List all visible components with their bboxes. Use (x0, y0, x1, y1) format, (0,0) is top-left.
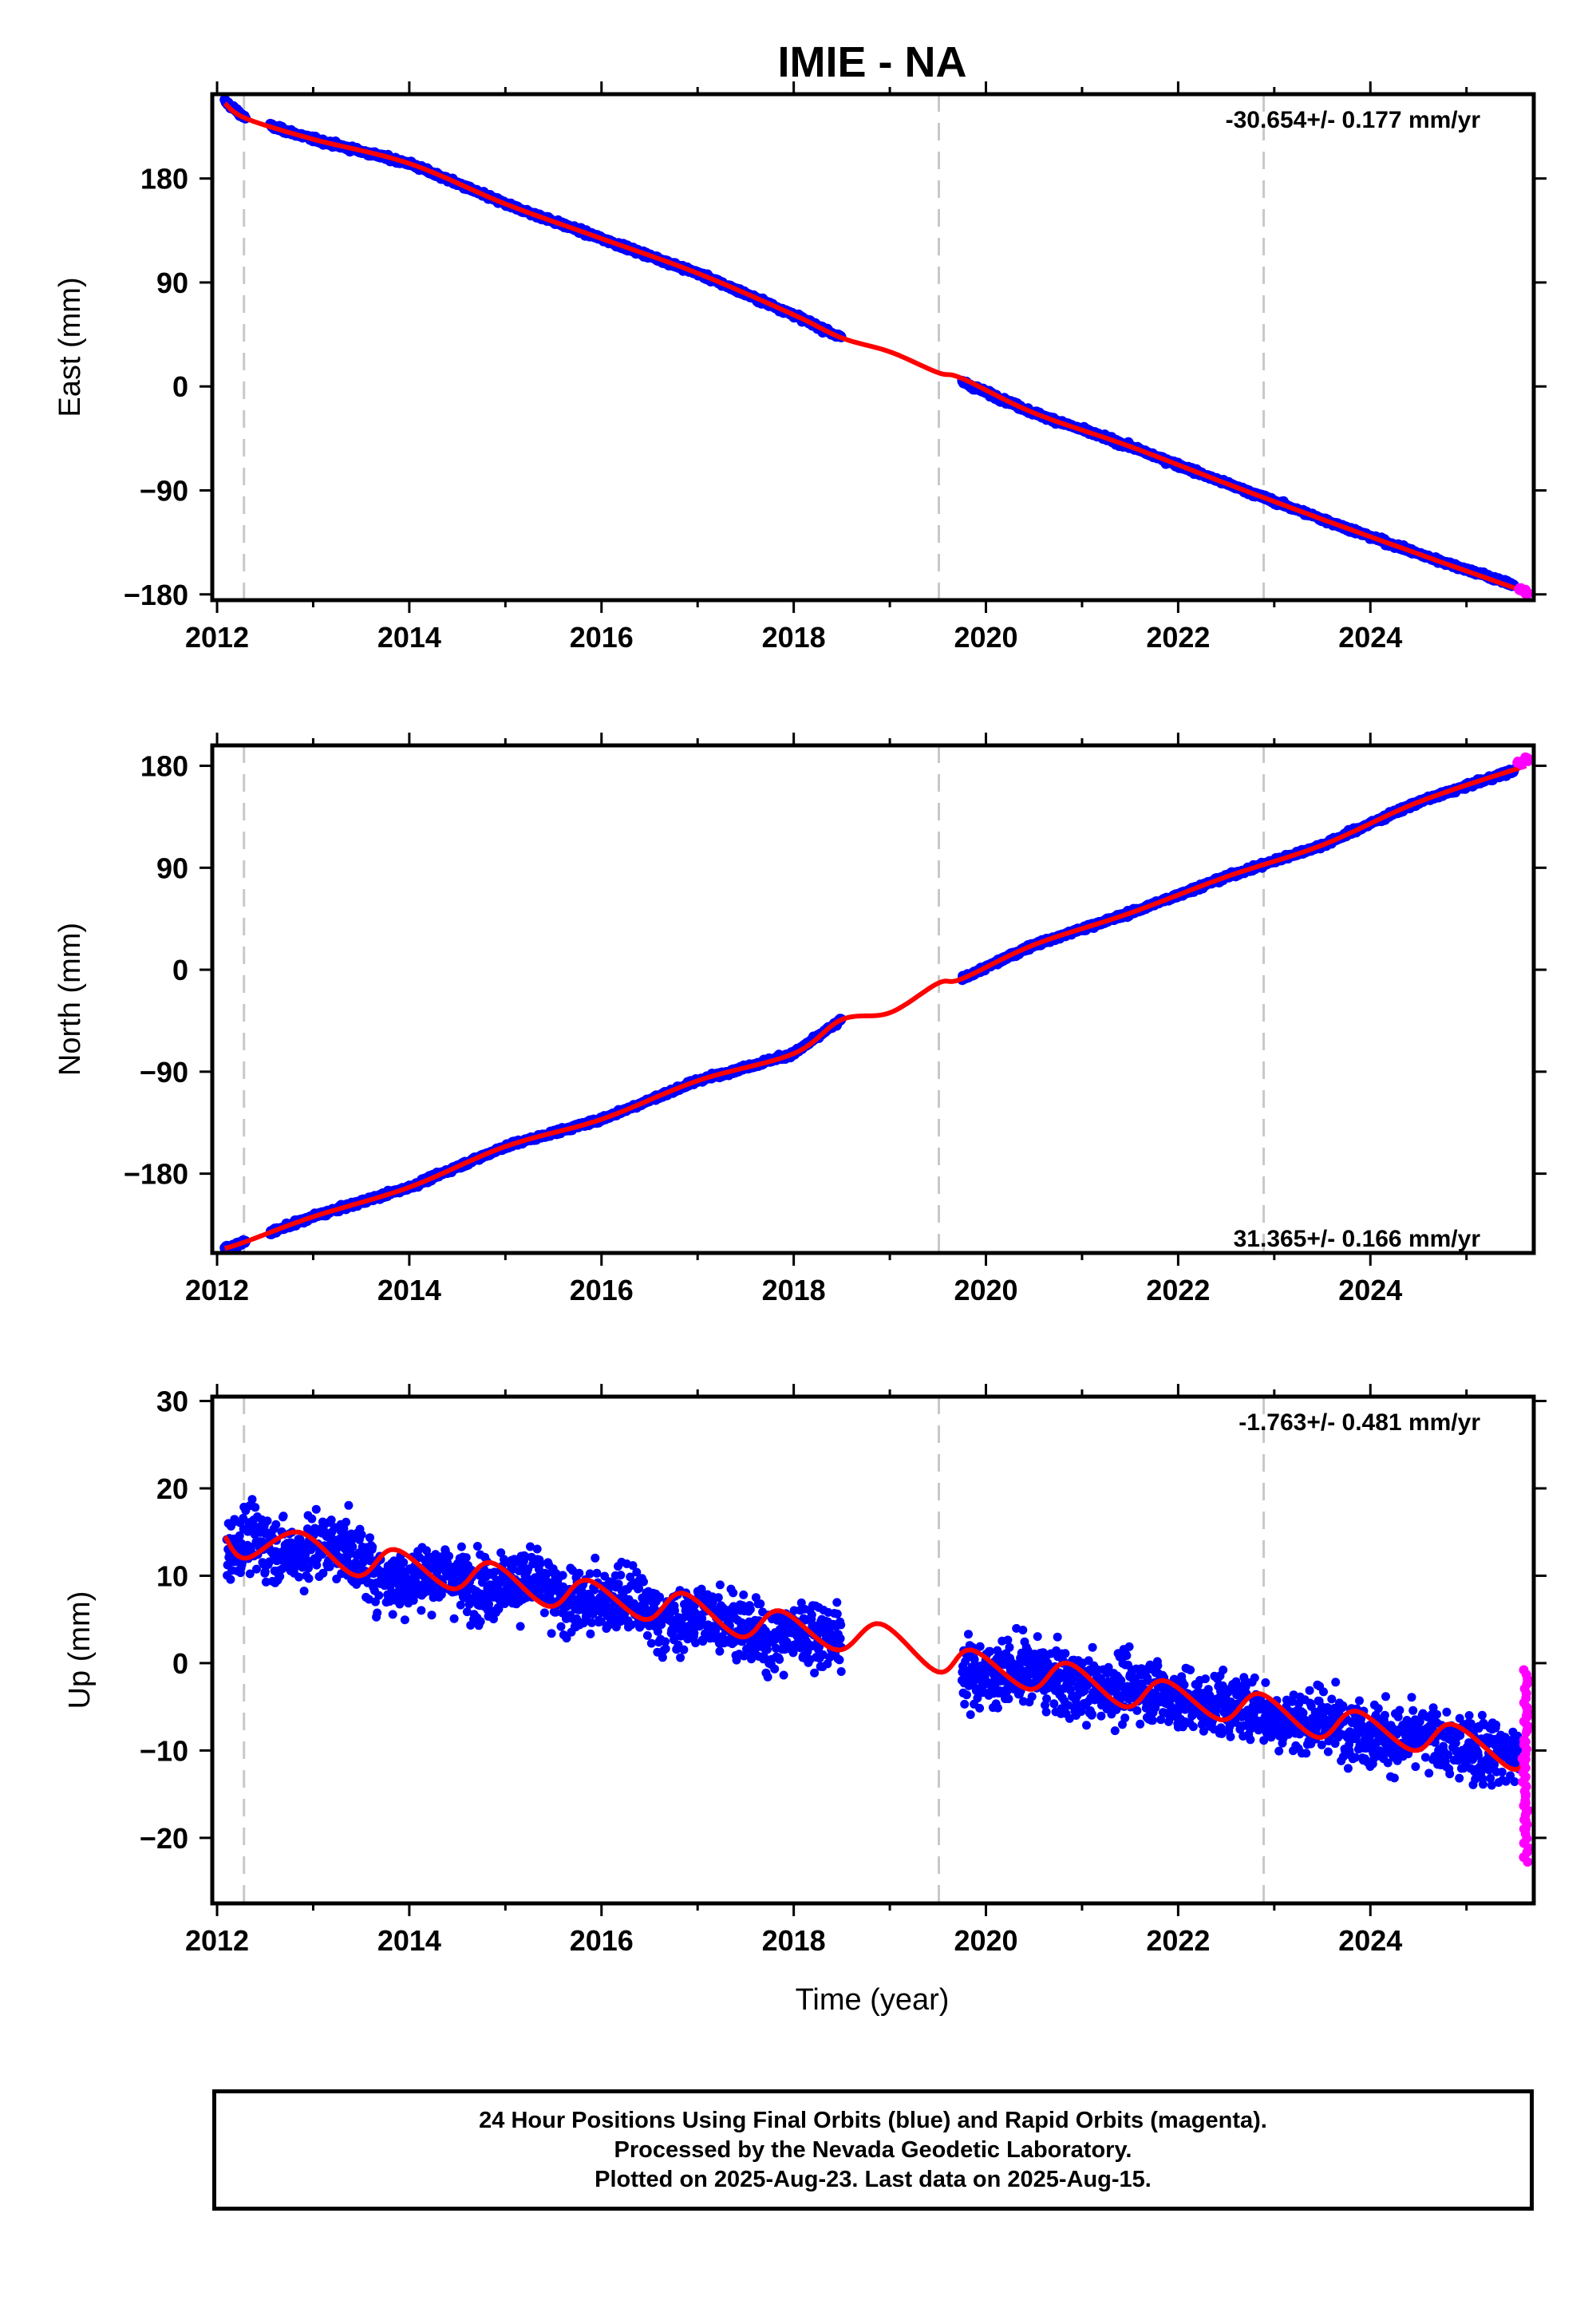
y-tick-label: 90 (156, 267, 188, 299)
y-tick-label: −90 (140, 1056, 188, 1089)
panel-east: 2012 2014 2016 2018 2020 2022 2024 −180 −90 0 90 18… (53, 81, 1547, 654)
north-final-points (219, 764, 1519, 1255)
x-tick-label: 2024 (1338, 621, 1402, 654)
chart-title: IMIE - NA (778, 38, 967, 86)
final-orbit-point (275, 1571, 285, 1581)
x-tick-label: 2020 (954, 621, 1017, 654)
final-orbit-point (271, 1520, 281, 1529)
final-orbit-point (591, 1553, 600, 1563)
x-tick-label: 2012 (185, 1274, 249, 1306)
final-orbit-point (344, 1500, 354, 1510)
north-axis-label: North (mm) (53, 923, 87, 1076)
y-tick-label: 0 (172, 370, 188, 403)
final-orbit-point (304, 1574, 314, 1583)
final-orbit-point (251, 1503, 260, 1512)
panel-up: 2012 2014 2016 2018 2020 2022 2024−20−10010203… (63, 1384, 1547, 1957)
final-orbit-point (348, 1542, 358, 1551)
final-orbit-point (279, 1512, 288, 1521)
up-final-points (222, 1495, 1523, 1790)
final-orbit-point (263, 1516, 272, 1526)
x-tick-label: 2016 (570, 621, 634, 654)
y-tick-label: −90 (140, 474, 188, 507)
final-orbit-point (299, 1587, 309, 1596)
final-orbit-point (547, 1629, 556, 1638)
north-rate-label: 31.365+/- 0.166 mm/yr (1234, 1226, 1481, 1252)
x-tick-label: 2022 (1146, 621, 1210, 654)
final-orbit-point (399, 1558, 409, 1567)
final-orbit-point (342, 1517, 351, 1527)
x-tick-label: 2018 (762, 1274, 826, 1306)
y-tick-label: 0 (172, 954, 188, 986)
final-orbit-point (388, 1610, 397, 1619)
east-rate-label: -30.654+/- 0.177 mm/yr (1226, 107, 1481, 133)
rapid-orbit-point (1520, 589, 1531, 599)
east-model-curve (223, 101, 1527, 595)
final-orbit-point (373, 1608, 382, 1618)
final-orbit-point (368, 1542, 377, 1551)
y-tick-label: −180 (124, 579, 188, 611)
final-orbit-point (516, 1622, 525, 1631)
east-final-points (219, 94, 1519, 591)
final-orbit-point (556, 1622, 566, 1631)
x-tick-label: 2022 (1146, 1274, 1210, 1306)
y-tick-label: 180 (140, 163, 188, 196)
final-orbit-point (592, 1568, 602, 1578)
final-orbit-point (294, 1572, 304, 1582)
final-orbit-point (252, 1564, 261, 1574)
rapid-orbit-point (1519, 753, 1530, 764)
x-tick-label: 2014 (377, 1274, 441, 1306)
final-orbit-point (247, 1495, 257, 1504)
final-orbit-point (427, 1611, 437, 1620)
final-orbit-point (558, 1571, 567, 1580)
final-orbit-point (532, 1544, 542, 1554)
x-tick-label: 2014 (377, 621, 441, 654)
final-orbit-point (444, 1551, 454, 1561)
panels: 2012 2014 2016 2018 2020 2022 2024 −180 −90 0 90 18… (53, 81, 1547, 1957)
east-axis-label: East (mm) (53, 277, 87, 417)
final-orbit-point (575, 1568, 584, 1578)
final-orbit-point (461, 1553, 471, 1563)
x-tick-label: 2012 (185, 621, 249, 654)
final-orbit-point (311, 1504, 321, 1514)
final-orbit-point (449, 1614, 459, 1623)
x-tick-label: 2018 (762, 621, 826, 654)
y-tick-label: 90 (156, 852, 188, 884)
final-orbit-point (586, 1629, 595, 1638)
y-tick-label: 180 (140, 750, 188, 783)
final-orbit-point (226, 1575, 235, 1584)
final-orbit-point (307, 1514, 317, 1524)
final-orbit-point (400, 1615, 409, 1625)
final-orbit-point (325, 1562, 334, 1571)
x-tick-label: 2024 (1338, 1274, 1402, 1306)
east-rapid-points (1514, 583, 1534, 599)
north-rapid-points (1512, 752, 1534, 770)
plot-frame (210, 92, 1536, 603)
x-tick-label: 2020 (954, 1274, 1017, 1306)
final-orbit-point (357, 1530, 366, 1539)
y-tick-label: −180 (124, 1158, 188, 1191)
final-orbit-point (539, 1608, 549, 1618)
panel-north: 2012 2014 2016 2018 2020 2022 2024 −180 −90 0 90 18… (53, 733, 1547, 1306)
plot-frame (210, 743, 1536, 1255)
final-orbit-point (456, 1542, 466, 1551)
final-orbit-point (365, 1533, 374, 1543)
final-orbit-point (476, 1617, 485, 1626)
final-orbit-point (374, 1591, 384, 1600)
final-orbit-point (417, 1606, 426, 1615)
final-orbit-point (472, 1542, 482, 1551)
x-tick-label: 2016 (570, 1274, 634, 1306)
